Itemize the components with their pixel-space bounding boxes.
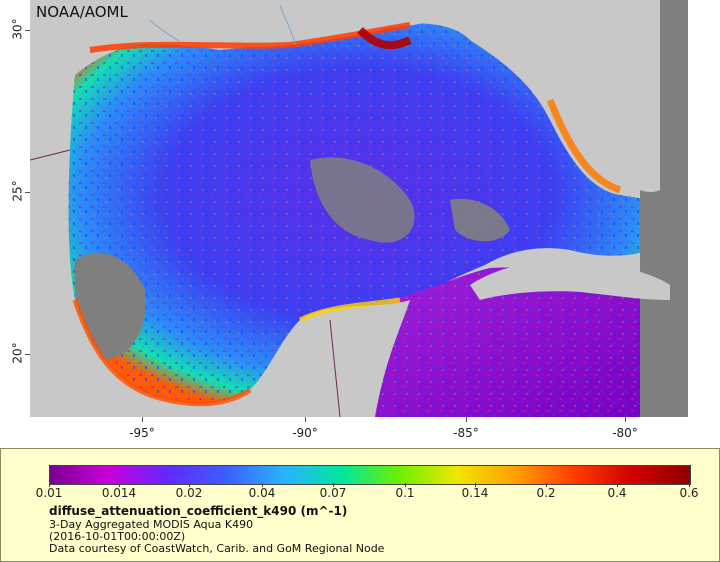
colorbar-tick-mark: [475, 483, 476, 487]
colorbar-tick-label: 0.6: [679, 486, 699, 500]
florida: [460, 0, 660, 192]
x-tick-mark: [466, 417, 467, 422]
nodata-patch-west: [74, 253, 146, 360]
colorbar-tick-mark: [546, 483, 547, 487]
variable-name: diffuse_attenuation_coefficient_k490 (m^…: [49, 504, 348, 518]
x-tick-label: -90°: [292, 426, 318, 440]
time-stamp: (2016-10-01T00:00:00Z): [49, 530, 186, 543]
agency-label: NOAA/AOML: [36, 3, 128, 21]
colorbar-tick-label: 0.14: [461, 486, 489, 500]
colorbar-tick-mark: [333, 483, 334, 487]
colorbar-tick-label: 0.07: [319, 486, 347, 500]
colorbar-tick-label: 0.01: [35, 486, 63, 500]
data-credit: Data courtesy of CoastWatch, Carib. and …: [49, 542, 385, 555]
colorbar-tick-label: 0.4: [607, 486, 627, 500]
colorbar: [49, 465, 691, 485]
colorbar-tick-label: 0.2: [536, 486, 556, 500]
colorbar-tick-mark: [405, 483, 406, 487]
legend-panel: 0.01 0.014 0.02 0.04 0.07 0.1 0.14 0.2 0…: [0, 448, 720, 562]
y-tick-mark: [25, 354, 30, 355]
y-tick-mark: [25, 192, 30, 193]
y-tick-label: 30°: [10, 18, 25, 40]
colorbar-tick-mark: [617, 483, 618, 487]
x-tick-label: -85°: [453, 426, 479, 440]
colorbar-tick-mark: [189, 483, 190, 487]
nodata-patch-center: [310, 157, 415, 243]
cuba: [470, 259, 670, 300]
x-tick-label: -80°: [612, 426, 638, 440]
us-gulf-coast: [30, 0, 460, 75]
x-tick-mark: [305, 417, 306, 422]
colorbar-tick-mark: [689, 483, 690, 487]
yucatan: [250, 300, 410, 417]
map-panel: [30, 0, 688, 417]
colorbar-tick-label: 0.1: [395, 486, 415, 500]
colorbar-tick-mark: [262, 483, 263, 487]
x-tick-mark: [625, 417, 626, 422]
y-tick-label: 25°: [10, 180, 25, 202]
x-tick-label: -95°: [129, 426, 155, 440]
colorbar-tick-mark: [119, 483, 120, 487]
dataset-description: 3-Day Aggregated MODIS Aqua K490: [49, 518, 254, 531]
x-tick-mark: [142, 417, 143, 422]
colorbar-tick-label: 0.04: [248, 486, 276, 500]
chlorophyll-map: [30, 0, 688, 417]
colorbar-tick-label: 0.02: [175, 486, 203, 500]
y-tick-label: 20°: [10, 342, 25, 364]
mexico: [30, 75, 270, 417]
colorbar-tick-label: 0.014: [101, 486, 137, 500]
colorbar-tick-mark: [49, 483, 50, 487]
y-tick-mark: [25, 30, 30, 31]
